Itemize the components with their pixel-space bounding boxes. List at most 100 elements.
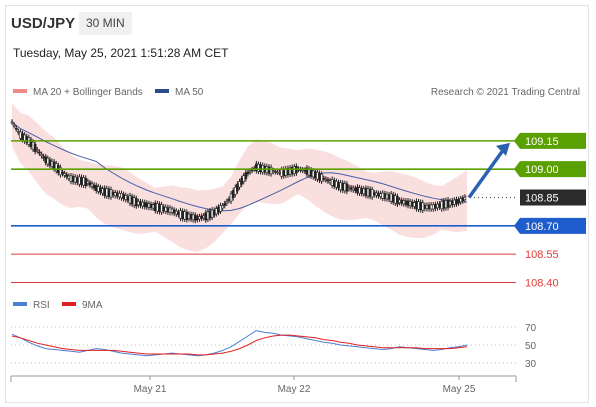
legend-bollinger-label: MA 20 + Bollinger Bands bbox=[33, 87, 143, 98]
candle-body bbox=[429, 204, 433, 210]
candle-body bbox=[404, 200, 408, 205]
candle-body bbox=[206, 211, 210, 220]
candle-body bbox=[341, 182, 345, 191]
x-axis-tick-label: May 25 bbox=[443, 384, 476, 395]
legend-ma50-label: MA 50 bbox=[175, 87, 204, 98]
candle-body bbox=[31, 141, 35, 150]
candle-body bbox=[73, 176, 77, 183]
candle-body bbox=[229, 193, 233, 202]
candle-body bbox=[316, 172, 319, 180]
candle-body bbox=[356, 186, 359, 194]
candle-body bbox=[143, 202, 147, 207]
candle-body bbox=[153, 202, 157, 212]
candle-body bbox=[33, 144, 37, 152]
pivot-level-tag bbox=[514, 217, 586, 234]
candle-body bbox=[373, 192, 376, 195]
pair-title: USD/JPY bbox=[11, 15, 76, 32]
candle-body bbox=[185, 211, 189, 220]
candle-body bbox=[240, 178, 243, 185]
candle-body bbox=[337, 182, 340, 189]
candle-body bbox=[101, 188, 104, 194]
candle-body bbox=[170, 208, 174, 213]
candle-body bbox=[311, 170, 315, 178]
candle-body bbox=[223, 203, 227, 206]
candle-body bbox=[362, 188, 366, 195]
candle-body bbox=[320, 173, 323, 182]
candle-body bbox=[149, 203, 153, 209]
candle-body bbox=[257, 163, 260, 172]
candle-body bbox=[158, 203, 161, 212]
candle-body bbox=[40, 154, 43, 156]
candle-body bbox=[78, 176, 81, 185]
candle-body bbox=[200, 215, 203, 219]
candle-body bbox=[107, 188, 111, 197]
candle-body bbox=[330, 179, 334, 186]
candle-body bbox=[453, 199, 456, 205]
candle-body bbox=[379, 193, 382, 197]
candle-body bbox=[128, 195, 132, 204]
legend-swatch-rsi bbox=[13, 302, 27, 306]
candle-body bbox=[130, 196, 134, 205]
candle-body bbox=[290, 167, 294, 175]
candle-body bbox=[244, 172, 248, 180]
candle-body bbox=[132, 197, 136, 206]
candle-body bbox=[303, 169, 307, 172]
candle-body bbox=[141, 201, 144, 207]
candle-body bbox=[238, 181, 241, 188]
candle-body bbox=[181, 210, 184, 220]
candle-body bbox=[301, 169, 304, 172]
candle-body bbox=[90, 183, 94, 187]
candle-body bbox=[463, 196, 467, 201]
rsi-line bbox=[11, 330, 468, 357]
candle-body bbox=[177, 211, 180, 216]
candle-body bbox=[324, 178, 328, 181]
candle-body bbox=[204, 212, 208, 221]
candle-body bbox=[444, 200, 448, 209]
candle-body bbox=[198, 216, 201, 220]
legend-rsi-ma-label: 9MA bbox=[82, 300, 103, 311]
candle-body bbox=[246, 171, 250, 174]
candle-body bbox=[35, 149, 39, 152]
legend-swatch-rsi-ma bbox=[62, 302, 76, 306]
candle-body bbox=[225, 201, 229, 204]
candle-body bbox=[88, 182, 92, 186]
candle-body bbox=[82, 177, 85, 186]
candle-body bbox=[151, 204, 155, 209]
candle-body bbox=[124, 195, 128, 200]
candle-body bbox=[94, 185, 98, 191]
candle-body bbox=[92, 184, 96, 189]
candle-body bbox=[145, 202, 149, 208]
candle-body bbox=[63, 173, 66, 176]
candle-body bbox=[408, 201, 412, 207]
candle-body bbox=[17, 131, 20, 133]
candle-body bbox=[147, 203, 151, 208]
candle-body bbox=[61, 171, 64, 174]
candle-body bbox=[347, 187, 351, 189]
candle-body bbox=[394, 195, 397, 204]
candle-body bbox=[282, 168, 286, 177]
candle-body bbox=[455, 199, 458, 205]
candle-body bbox=[402, 200, 406, 205]
candle-body bbox=[134, 198, 138, 207]
candle-body bbox=[122, 194, 125, 200]
candle-body bbox=[368, 188, 372, 197]
candle-body bbox=[431, 204, 435, 210]
rsi-tick-label: 30 bbox=[525, 359, 537, 370]
candle-body bbox=[425, 204, 429, 209]
candle-body bbox=[231, 190, 235, 199]
candle-body bbox=[183, 211, 187, 220]
candle-body bbox=[19, 131, 22, 139]
candle-body bbox=[276, 171, 279, 174]
candle-body bbox=[398, 199, 401, 203]
candle-body bbox=[156, 203, 159, 212]
candle-body bbox=[80, 177, 83, 185]
candle-body bbox=[172, 209, 176, 214]
candle-body bbox=[383, 193, 387, 199]
candle-body bbox=[111, 192, 115, 196]
candle-body bbox=[217, 206, 220, 213]
candle-body bbox=[459, 198, 462, 203]
candle-body bbox=[116, 192, 119, 197]
timeframe-badge[interactable]: 30 MIN bbox=[79, 12, 132, 35]
candle-body bbox=[339, 182, 342, 190]
candle-body bbox=[175, 210, 178, 215]
